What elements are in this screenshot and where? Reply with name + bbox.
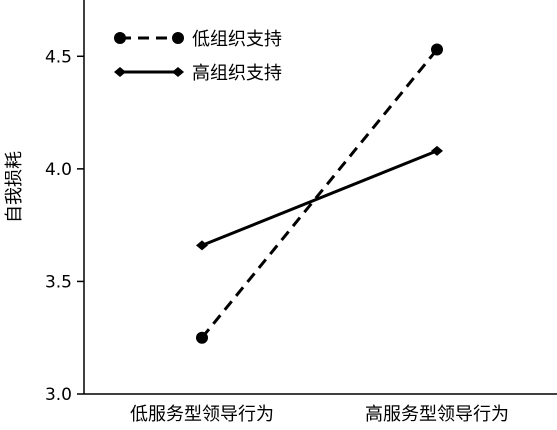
x-category-label: 低服务型领导行为 <box>130 404 274 425</box>
y-tick-label: 4.0 <box>45 160 72 180</box>
y-tick-label: 3.5 <box>45 272 72 292</box>
legend-label: 高组织支持 <box>192 63 282 84</box>
legend-label: 低组织支持 <box>192 29 282 50</box>
series-group <box>196 43 443 344</box>
x-axis: 低服务型领导行为 高服务型领导行为 <box>84 393 557 425</box>
y-tick-label: 4.5 <box>45 47 72 67</box>
x-category-label: 高服务型领导行为 <box>365 404 509 425</box>
data-point <box>196 331 208 344</box>
legend-marker <box>172 67 184 77</box>
y-axis-label: 自我损耗 <box>4 151 25 223</box>
y-axis: 3.0 3.5 4.0 4.5 <box>45 0 85 405</box>
legend-marker <box>172 32 184 44</box>
data-point <box>431 145 443 156</box>
legend-entry: 高组织支持 <box>114 63 282 84</box>
series-2 <box>196 145 443 251</box>
data-point <box>431 43 443 56</box>
x-category-labels: 低服务型领导行为 高服务型领导行为 <box>130 404 509 425</box>
data-point <box>196 240 208 251</box>
y-tick-label: 3.0 <box>45 385 72 405</box>
series-1 <box>196 43 443 344</box>
series-line <box>200 48 439 339</box>
legend-entry: 低组织支持 <box>114 29 282 50</box>
series-line <box>201 149 438 247</box>
legend-marker <box>114 67 126 77</box>
y-ticks: 3.0 3.5 4.0 4.5 <box>45 47 84 405</box>
legend-marker <box>114 32 126 44</box>
